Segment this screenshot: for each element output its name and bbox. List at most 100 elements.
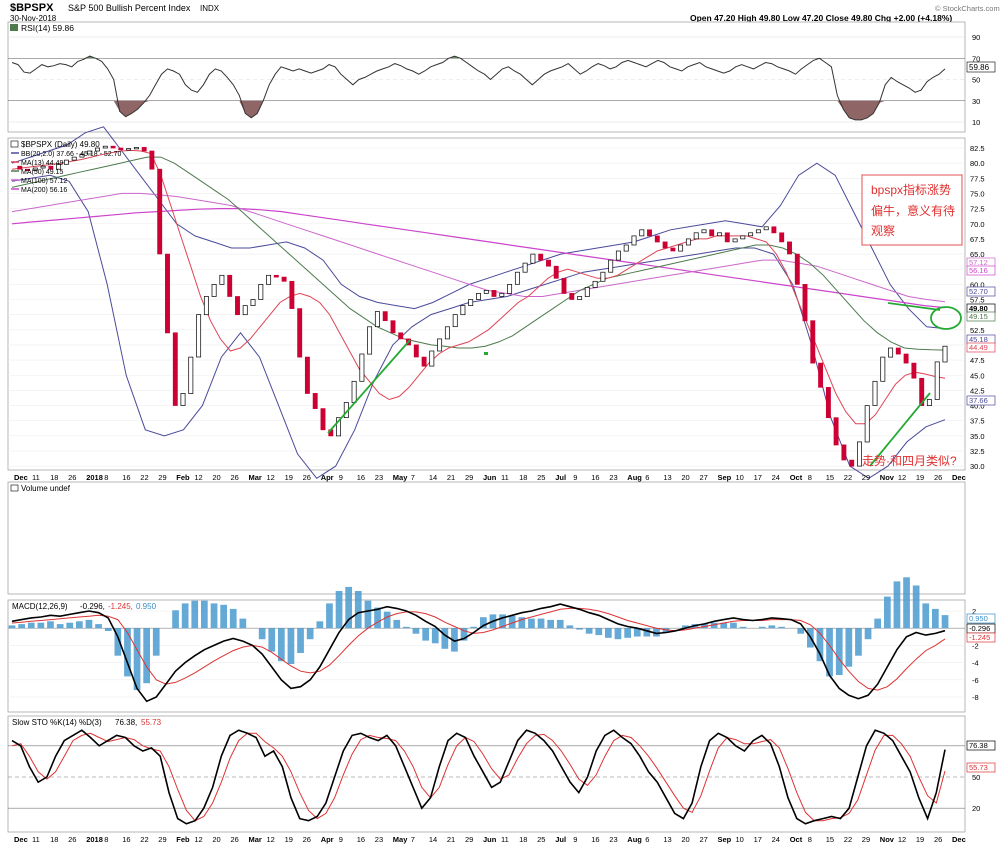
- macd-hist-bar: [258, 628, 266, 640]
- price-bar: [297, 308, 303, 358]
- price-bar: [258, 284, 264, 300]
- legend-ma100: MA(100) 57.12: [21, 178, 67, 185]
- price-bar: [87, 150, 93, 155]
- macd-hist-bar: [884, 596, 891, 629]
- x-axis-label: 27: [700, 835, 708, 844]
- sto-tick-label: 50: [972, 773, 980, 782]
- macd-hist-bar: [797, 628, 805, 634]
- legend-ma200: MA(200) 56.16: [21, 187, 67, 194]
- price-bar: [654, 235, 660, 243]
- macd-hist-bar: [47, 621, 54, 629]
- x-axis-label: 19: [285, 473, 293, 482]
- price-bar: [670, 247, 676, 252]
- macd-hist-bar: [595, 628, 603, 636]
- price-tick-label: 37.5: [970, 417, 985, 426]
- macd-hist-bar: [229, 608, 237, 629]
- x-axis-label: 23: [609, 473, 617, 482]
- macd-hist-bar: [556, 619, 564, 629]
- price-tick-label: 72.5: [970, 205, 985, 214]
- price-bar: [514, 271, 520, 285]
- macd-hist-bar: [720, 622, 728, 629]
- price-bar: [203, 296, 209, 316]
- x-axis-label: 9: [339, 835, 343, 844]
- price-bar: [577, 296, 583, 300]
- price-bar: [149, 150, 155, 170]
- x-axis-labels-bottom: Dec 11 18 26 2018 8 16 22 29 Feb 12 20 26 Mar 12 19 26 Ap…: [14, 835, 966, 844]
- macd-hist-bar: [143, 628, 150, 684]
- price-bar: [911, 362, 917, 379]
- price-bar: [717, 232, 722, 237]
- x-axis-label: 26: [231, 835, 239, 844]
- sto-k-line: [11, 729, 946, 825]
- price-tag: 49.80: [969, 304, 988, 313]
- price-bar: [40, 165, 46, 169]
- price-bar: [476, 293, 481, 300]
- x-axis-label: 12: [898, 835, 906, 844]
- rsi-legend: RSI(14) 59.86: [21, 23, 74, 33]
- price-bar: [709, 229, 715, 237]
- price-bar: [421, 356, 427, 367]
- x-axis-label: May: [393, 473, 408, 482]
- macd-hist-bar: [76, 621, 83, 629]
- price-bar: [32, 167, 38, 171]
- price-bar: [701, 229, 707, 234]
- price-bar: [787, 241, 792, 255]
- price-bar: [678, 244, 684, 252]
- price-bar: [849, 459, 855, 467]
- x-axis-label: 22: [140, 835, 148, 844]
- macd-hist-bar: [768, 625, 776, 629]
- macd-hist-bar: [133, 628, 141, 691]
- price-bar: [382, 311, 388, 322]
- macd-hist-bar: [835, 628, 843, 675]
- price-bar: [631, 235, 637, 246]
- macd-hist-bar: [114, 628, 122, 656]
- x-axis-label: Nov: [880, 835, 895, 844]
- chart-symbol: $BPSPX: [10, 2, 54, 14]
- x-axis-label: Aug: [627, 835, 642, 844]
- x-axis-label: Mar: [249, 473, 262, 482]
- price-bar: [561, 277, 567, 294]
- x-axis-label: 22: [140, 473, 148, 482]
- x-axis-label: 6: [645, 835, 649, 844]
- macd-hist-bar: [480, 617, 487, 629]
- macd-hist-bar: [826, 628, 833, 677]
- macd-hist-bar: [85, 619, 93, 629]
- macd-hist-bar: [220, 604, 227, 629]
- price-bar: [118, 147, 124, 151]
- price-bar: [266, 274, 272, 285]
- macd-hist-bar: [18, 624, 25, 629]
- x-axis-label: Jun: [483, 473, 497, 482]
- price-bar: [825, 387, 831, 419]
- x-axis-label: 11: [501, 835, 509, 844]
- x-axis-label: 20: [681, 835, 689, 844]
- annotation-bottom: 走势·和四月类似?: [862, 454, 957, 468]
- price-bar: [196, 314, 202, 358]
- x-axis-label: 17: [754, 835, 762, 844]
- price-bar: [133, 147, 139, 150]
- macd-hist-bar: [335, 591, 343, 629]
- price-bar: [188, 356, 194, 394]
- macd-hist-bar: [633, 628, 641, 637]
- x-axis-label: 19: [916, 473, 924, 482]
- x-axis-label: 18: [519, 473, 527, 482]
- x-axis-label: 29: [465, 835, 473, 844]
- price-tag: 56.16: [969, 266, 988, 275]
- chart-index-name: S&P 500 Bullish Percent Index: [68, 3, 191, 13]
- chart-exchange: INDX: [200, 4, 220, 13]
- price-bar: [320, 408, 326, 431]
- annotation-line-3: 观察: [871, 224, 895, 238]
- x-axis-label: Feb: [176, 473, 190, 482]
- x-axis-label: 26: [303, 835, 311, 844]
- macd-hist-bar: [8, 625, 16, 629]
- x-axis-label: Apr: [321, 835, 334, 844]
- rsi-tick-label: 30: [972, 97, 980, 106]
- price-bar: [647, 229, 652, 237]
- price-tick-label: 77.5: [970, 174, 985, 183]
- x-axis-label: 9: [573, 473, 577, 482]
- price-bar: [934, 361, 940, 400]
- price-bar: [374, 311, 380, 328]
- x-axis-label: 17: [754, 473, 762, 482]
- x-axis-label: Dec: [14, 473, 28, 482]
- macd-hist-bar: [816, 628, 824, 662]
